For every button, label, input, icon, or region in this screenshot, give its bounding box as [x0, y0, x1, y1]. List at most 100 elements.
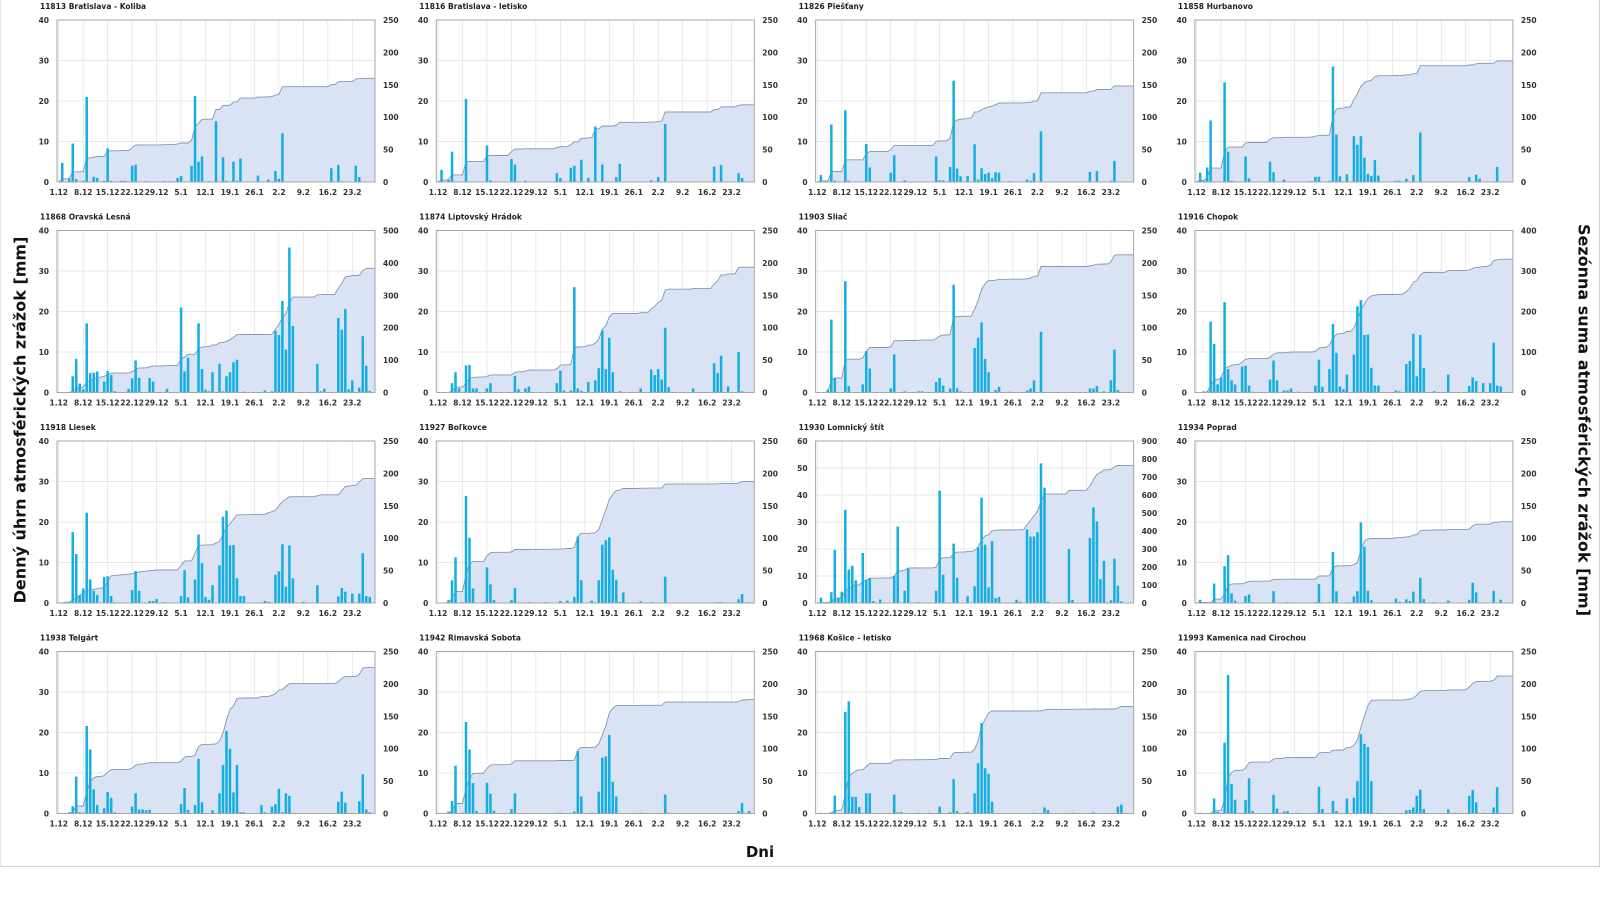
daily-precip-bar [102, 180, 106, 182]
daily-precip-bar [1025, 179, 1029, 182]
daily-precip-bar [274, 804, 277, 814]
daily-precip-bar [232, 362, 235, 393]
daily-precip-bar [1046, 809, 1050, 814]
x-tick-label: 1.12 [808, 399, 827, 408]
daily-precip-bar [618, 391, 622, 393]
daily-precip-bar [1363, 743, 1366, 814]
daily-precip-bar [64, 601, 67, 603]
cumulative-line [1196, 258, 1513, 393]
right-tick-label: 50 [383, 146, 393, 155]
left-tick-label: 20 [1176, 518, 1186, 527]
daily-precip-bar [656, 369, 660, 393]
daily-precip-bar [973, 793, 976, 814]
daily-precip-bar [1419, 789, 1422, 814]
daily-precip-bar [854, 580, 858, 603]
daily-precip-bar [197, 161, 200, 182]
daily-precip-bar [948, 388, 952, 393]
chart-title: 11868 Oravská Lesná [40, 213, 131, 222]
right-tick-label: 250 [1521, 16, 1537, 25]
daily-precip-bar [990, 541, 994, 603]
left-tick-label: 10 [418, 559, 428, 568]
right-tick-label: 300 [1521, 267, 1537, 276]
right-tick-label: 0 [383, 599, 388, 608]
x-tick-label: 15.12 [96, 399, 120, 408]
x-tick-label: 5.1 [174, 188, 187, 197]
daily-precip-bar [987, 773, 990, 814]
daily-precip-bar [141, 809, 144, 814]
x-tick-label: 23.2 [1102, 188, 1121, 197]
x-tick-label: 5.1 [1312, 820, 1325, 829]
daily-precip-bar [1467, 795, 1471, 814]
daily-precip-bar [109, 180, 113, 182]
daily-precip-bar [113, 391, 116, 393]
daily-precip-bar [130, 806, 134, 814]
daily-precip-bar [719, 355, 723, 393]
daily-precip-bar [228, 372, 232, 393]
chart-title: 11874 Liptovský Hrádok [419, 213, 523, 222]
daily-precip-bar [1102, 391, 1106, 393]
cumulative-area [1194, 521, 1513, 603]
x-tick-label: 8.12 [453, 609, 472, 618]
daily-precip-bar [1335, 134, 1338, 182]
x-tick-label: 29.12 [145, 609, 169, 618]
daily-precip-bar [323, 388, 326, 393]
x-tick-label: 8.12 [74, 399, 93, 408]
left-tick-label: 20 [418, 729, 428, 738]
daily-precip-bar [976, 337, 980, 393]
left-tick-label: 0 [423, 599, 428, 608]
x-tick-label: 9.2 [297, 188, 310, 197]
daily-precip-bar [896, 812, 899, 814]
right-tick-label: 800 [1142, 455, 1158, 464]
left-tick-label: 40 [418, 437, 428, 446]
left-tick-label: 10 [1176, 348, 1186, 357]
right-tick-label: 400 [1142, 527, 1158, 536]
x-tick-label: 5.1 [554, 399, 567, 408]
x-tick-label: 29.12 [903, 399, 927, 408]
daily-precip-bar [270, 806, 274, 814]
daily-precip-bar [1317, 786, 1321, 814]
daily-precip-bar [1226, 151, 1230, 183]
right-tick-label: 250 [1521, 648, 1537, 657]
daily-precip-bar [1405, 364, 1408, 393]
daily-precip-bar [1046, 601, 1050, 603]
daily-precip-bar [1272, 172, 1275, 182]
x-tick-label: 23.2 [1102, 609, 1121, 618]
x-tick-label: 16.2 [1456, 188, 1475, 197]
daily-precip-bar [740, 802, 744, 814]
x-tick-label: 9.2 [1435, 188, 1448, 197]
daily-precip-bar [270, 391, 274, 393]
daily-precip-bar [1356, 306, 1359, 393]
daily-precip-bar [365, 809, 368, 814]
daily-precip-bar [211, 585, 214, 603]
right-tick-label: 300 [383, 291, 399, 300]
daily-precip-bar [1446, 600, 1450, 603]
daily-precip-bar [847, 701, 851, 814]
x-tick-label: 5.1 [174, 399, 187, 408]
daily-precip-bar [510, 600, 513, 603]
daily-precip-bar [1209, 321, 1212, 393]
daily-precip-bar [464, 721, 468, 814]
x-tick-label: 16.2 [319, 188, 338, 197]
daily-precip-bar [1317, 359, 1321, 393]
daily-precip-bar [938, 180, 941, 182]
daily-precip-bar [948, 812, 952, 814]
x-tick-label: 26.1 [1383, 820, 1402, 829]
daily-precip-bar [861, 384, 865, 393]
daily-precip-bar [1363, 546, 1366, 604]
daily-precip-bar [88, 749, 92, 814]
left-tick-label: 10 [39, 138, 49, 147]
daily-precip-bar [148, 377, 151, 393]
right-tick-label: 0 [383, 810, 388, 819]
daily-precip-bar [1373, 385, 1377, 393]
x-tick-label: 26.1 [1004, 609, 1023, 618]
daily-precip-bar [1247, 594, 1251, 604]
daily-precip-bar [225, 510, 228, 603]
daily-precip-bar [903, 180, 906, 182]
left-tick-label: 10 [797, 769, 807, 778]
x-tick-label: 16.2 [698, 609, 717, 618]
daily-precip-bar [113, 812, 116, 814]
daily-precip-bar [475, 811, 478, 814]
daily-precip-bar [983, 358, 987, 393]
left-tick-label: 30 [1176, 688, 1186, 697]
